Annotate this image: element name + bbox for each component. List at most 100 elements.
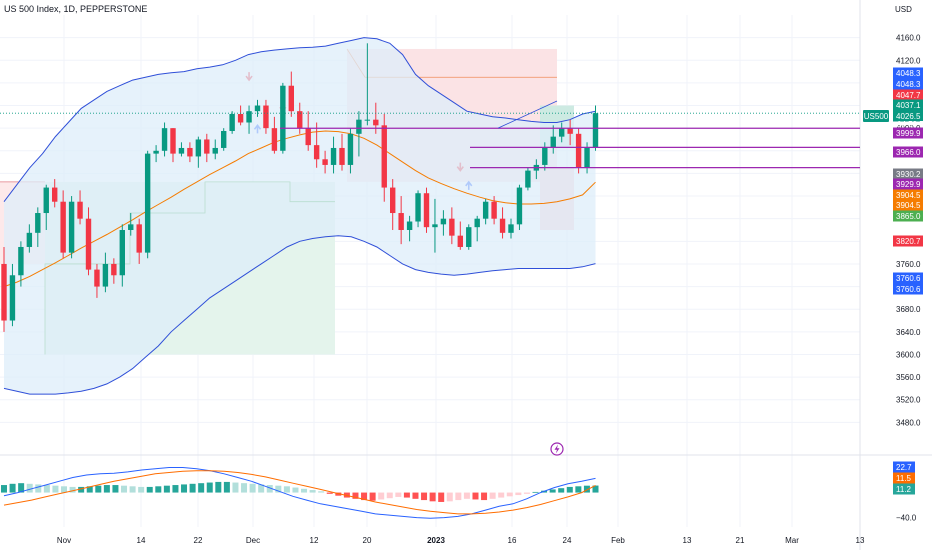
candle[interactable] (254, 99, 261, 117)
candle[interactable] (161, 122, 168, 157)
chart-title: US 500 Index, 1D, PEPPERSTONE (4, 4, 147, 14)
candle[interactable] (52, 179, 58, 208)
candle[interactable] (237, 105, 244, 126)
histogram-bar (412, 492, 419, 499)
histogram-bar (121, 485, 128, 493)
candle-body (94, 269, 100, 287)
candle[interactable] (170, 128, 176, 163)
histogram-bar (283, 486, 290, 493)
price-tick-label: 3680.0 (896, 305, 921, 314)
candle[interactable] (347, 128, 354, 174)
histogram-bar (103, 485, 110, 493)
candle[interactable] (474, 215, 480, 242)
candle-body (567, 128, 573, 134)
candle[interactable] (499, 207, 506, 239)
candle[interactable] (313, 122, 320, 168)
candle[interactable] (406, 215, 413, 242)
time-tick-label: Feb (611, 536, 625, 545)
candle[interactable] (35, 207, 41, 247)
candle[interactable] (128, 213, 134, 236)
candle-body (111, 263, 117, 276)
candle[interactable] (271, 116, 278, 154)
candle[interactable] (322, 150, 328, 174)
time-tick-label: Mar (785, 536, 799, 545)
candle[interactable] (457, 221, 463, 250)
candle[interactable] (195, 136, 202, 168)
candle[interactable] (508, 218, 514, 239)
candle[interactable] (263, 99, 269, 134)
candle-body (491, 201, 497, 219)
symbol-badge[interactable]: US500 (863, 110, 889, 122)
price-axis[interactable]: 3480.03520.03560.03600.03640.03680.03720… (893, 34, 923, 523)
price-axis-label-text: 3820.7 (896, 237, 921, 246)
candle[interactable] (559, 122, 565, 143)
candle[interactable] (136, 218, 142, 264)
candle[interactable] (94, 263, 100, 298)
candle[interactable] (550, 125, 556, 154)
candle[interactable] (60, 190, 66, 259)
histogram-bar (155, 486, 162, 493)
candle[interactable] (119, 224, 125, 287)
candle[interactable] (482, 198, 489, 225)
candle[interactable] (330, 136, 337, 174)
candle[interactable] (187, 142, 193, 163)
candle[interactable] (153, 145, 159, 163)
candle[interactable] (415, 190, 421, 228)
histogram-bar (95, 485, 102, 493)
candles[interactable] (1, 43, 599, 332)
candle[interactable] (440, 210, 447, 236)
candle[interactable] (280, 82, 286, 154)
candle[interactable] (221, 128, 227, 151)
candle[interactable] (390, 179, 396, 230)
time-axis[interactable]: Nov 14 22 Dec 12 20 2023 16 24 Feb 13 21 Mar 13 (57, 536, 865, 545)
candle-body (128, 224, 134, 230)
candle[interactable] (525, 167, 531, 191)
candle[interactable] (111, 258, 117, 284)
candle[interactable] (356, 111, 362, 157)
candle[interactable] (449, 207, 455, 245)
candle[interactable] (288, 71, 294, 117)
histogram-bar (446, 492, 453, 502)
oscillator-value-label-text: 11.5 (896, 474, 912, 483)
candle[interactable] (204, 133, 210, 163)
candle[interactable] (516, 184, 523, 230)
histogram-bar (386, 492, 393, 499)
histogram-bar (481, 492, 488, 501)
candle[interactable] (26, 224, 33, 253)
candle[interactable] (144, 150, 151, 259)
oscillator-value-label: 22.7 (893, 461, 915, 473)
candle[interactable] (567, 119, 573, 146)
candle[interactable] (364, 43, 371, 126)
candle[interactable] (398, 196, 404, 245)
histogram-bar (1, 485, 7, 493)
candle[interactable] (77, 190, 83, 225)
candle[interactable] (575, 128, 582, 174)
price-axis-label: 3966.0 (893, 146, 923, 158)
candle[interactable] (229, 111, 235, 134)
candle[interactable] (432, 198, 438, 253)
candle[interactable] (212, 139, 218, 160)
price-axis-label: 4048.3 (893, 67, 923, 79)
candle[interactable] (18, 241, 24, 287)
candle[interactable] (339, 133, 345, 171)
lightning-icon[interactable] (550, 442, 564, 456)
candle[interactable] (1, 246, 7, 332)
histogram-bar (523, 492, 530, 494)
candle[interactable] (423, 187, 430, 233)
candle[interactable] (246, 105, 252, 134)
histogram-bar (61, 486, 68, 493)
candle-body (229, 114, 235, 131)
candle[interactable] (491, 196, 497, 225)
oscillator-value-label: 11.5 (893, 472, 915, 484)
candle[interactable] (85, 207, 92, 276)
candle-body (508, 224, 514, 233)
candle[interactable] (102, 252, 109, 293)
candle[interactable] (9, 263, 16, 327)
candle[interactable] (466, 224, 472, 250)
candle[interactable] (43, 184, 49, 230)
candle[interactable] (178, 142, 185, 157)
candle[interactable] (305, 111, 311, 151)
candle[interactable] (68, 196, 75, 259)
